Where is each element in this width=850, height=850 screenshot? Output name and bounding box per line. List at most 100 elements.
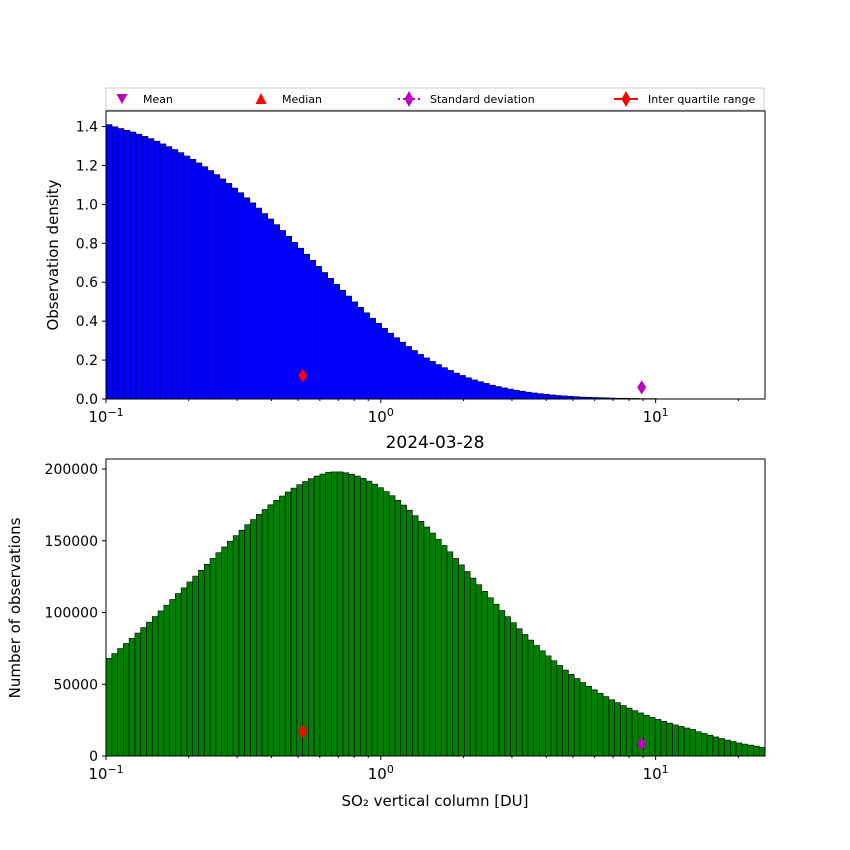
count-bar bbox=[412, 515, 419, 757]
count-bar bbox=[591, 689, 598, 757]
legend-std-label: Standard deviation bbox=[430, 93, 535, 106]
density-bar bbox=[183, 155, 191, 400]
count-bar bbox=[423, 526, 431, 757]
density-bar bbox=[129, 131, 137, 400]
count-bar bbox=[221, 546, 228, 757]
density-bar bbox=[339, 289, 346, 400]
count-bar bbox=[244, 524, 251, 757]
count-bar bbox=[614, 702, 621, 757]
count-bar bbox=[284, 491, 292, 757]
count-bar bbox=[146, 621, 153, 757]
count-bars bbox=[105, 471, 766, 757]
count-bar bbox=[128, 638, 136, 757]
legend-median-label: Median bbox=[282, 93, 322, 106]
density-bar bbox=[135, 133, 143, 400]
count-y-tick-label: 200000 bbox=[45, 462, 98, 478]
density-bar bbox=[291, 242, 299, 400]
density-bar bbox=[279, 230, 287, 400]
count-bar bbox=[683, 727, 691, 757]
count-panel: 2024-03-28 0 50000 100000 150000 200000 10−1… bbox=[6, 433, 766, 810]
count-bar bbox=[660, 720, 668, 757]
count-y-tick-label: 150000 bbox=[45, 534, 98, 550]
count-bar bbox=[706, 734, 714, 757]
count-bar bbox=[458, 564, 465, 757]
count-bar bbox=[625, 707, 633, 757]
density-bar bbox=[213, 174, 221, 400]
density-bar bbox=[363, 312, 370, 400]
count-bar bbox=[255, 514, 263, 757]
count-bar bbox=[481, 590, 488, 757]
count-bar bbox=[487, 597, 494, 757]
count-bar bbox=[585, 685, 592, 757]
density-bar bbox=[315, 265, 322, 400]
count-bar bbox=[730, 741, 737, 757]
density-bar bbox=[543, 394, 550, 400]
count-bar bbox=[527, 639, 535, 757]
count-bar bbox=[319, 473, 326, 757]
count-bar bbox=[348, 473, 355, 757]
count-bar bbox=[464, 571, 471, 757]
count-bar bbox=[383, 491, 390, 757]
density-x-ticks: 10−1 100 101 bbox=[88, 399, 739, 426]
density-y-axis-label: Observation density bbox=[44, 179, 62, 330]
count-bar bbox=[550, 660, 558, 757]
count-bar bbox=[169, 599, 176, 757]
density-bar bbox=[171, 149, 179, 400]
density-bar bbox=[525, 391, 532, 400]
density-bar bbox=[141, 136, 149, 400]
count-bar bbox=[498, 610, 506, 757]
count-bar bbox=[643, 714, 650, 757]
density-bar bbox=[519, 390, 526, 400]
count-x-ticks: 10−1 100 101 bbox=[88, 756, 739, 783]
density-bar bbox=[465, 377, 472, 400]
count-bar bbox=[533, 645, 540, 757]
count-bar bbox=[504, 616, 511, 757]
count-bar bbox=[377, 487, 384, 757]
density-bar bbox=[261, 213, 269, 400]
count-bar bbox=[105, 658, 113, 757]
density-bar bbox=[417, 354, 424, 400]
count-bar bbox=[493, 603, 500, 757]
count-bar bbox=[452, 558, 459, 757]
count-bar bbox=[117, 648, 124, 757]
count-bar bbox=[701, 733, 708, 757]
count-bar bbox=[446, 551, 454, 757]
count-bar bbox=[724, 739, 731, 757]
density-y-ticks: 0.0 0.2 0.4 0.6 0.8 1.0 1.2 1.4 bbox=[76, 120, 106, 408]
density-bar bbox=[117, 128, 125, 400]
count-bar bbox=[354, 475, 361, 757]
density-bar bbox=[369, 317, 376, 400]
density-x-tick-label: 10−1 bbox=[88, 406, 123, 426]
count-std-marker bbox=[637, 736, 647, 751]
density-iqr-marker bbox=[298, 368, 308, 383]
count-bar bbox=[250, 519, 257, 757]
count-bar bbox=[637, 712, 644, 757]
count-bar bbox=[545, 655, 552, 757]
count-bar bbox=[186, 581, 194, 757]
density-y-tick-label: 1.2 bbox=[76, 158, 98, 174]
count-bar bbox=[406, 509, 413, 757]
count-bar bbox=[620, 705, 627, 757]
density-bar bbox=[459, 375, 466, 400]
count-x-tick-label: 100 bbox=[368, 763, 394, 783]
density-bar bbox=[537, 393, 544, 400]
count-x-axis-label: SO₂ vertical column [DU] bbox=[341, 792, 528, 810]
count-bar bbox=[712, 736, 720, 757]
density-bar bbox=[333, 284, 340, 400]
density-bar bbox=[201, 166, 209, 400]
count-bar bbox=[602, 696, 610, 757]
count-bar bbox=[568, 674, 575, 757]
count-y-tick-label: 100000 bbox=[45, 606, 98, 622]
density-bar bbox=[429, 361, 436, 400]
density-y-tick-label: 0.2 bbox=[76, 353, 98, 369]
count-bar bbox=[157, 610, 165, 757]
count-bar bbox=[429, 532, 436, 757]
count-x-tick-label: 10−1 bbox=[88, 763, 123, 783]
count-bar bbox=[440, 545, 448, 757]
density-bar bbox=[249, 202, 257, 400]
count-bar bbox=[336, 471, 344, 757]
density-bar bbox=[351, 301, 358, 400]
count-bar bbox=[140, 627, 147, 757]
density-bar bbox=[357, 307, 364, 400]
